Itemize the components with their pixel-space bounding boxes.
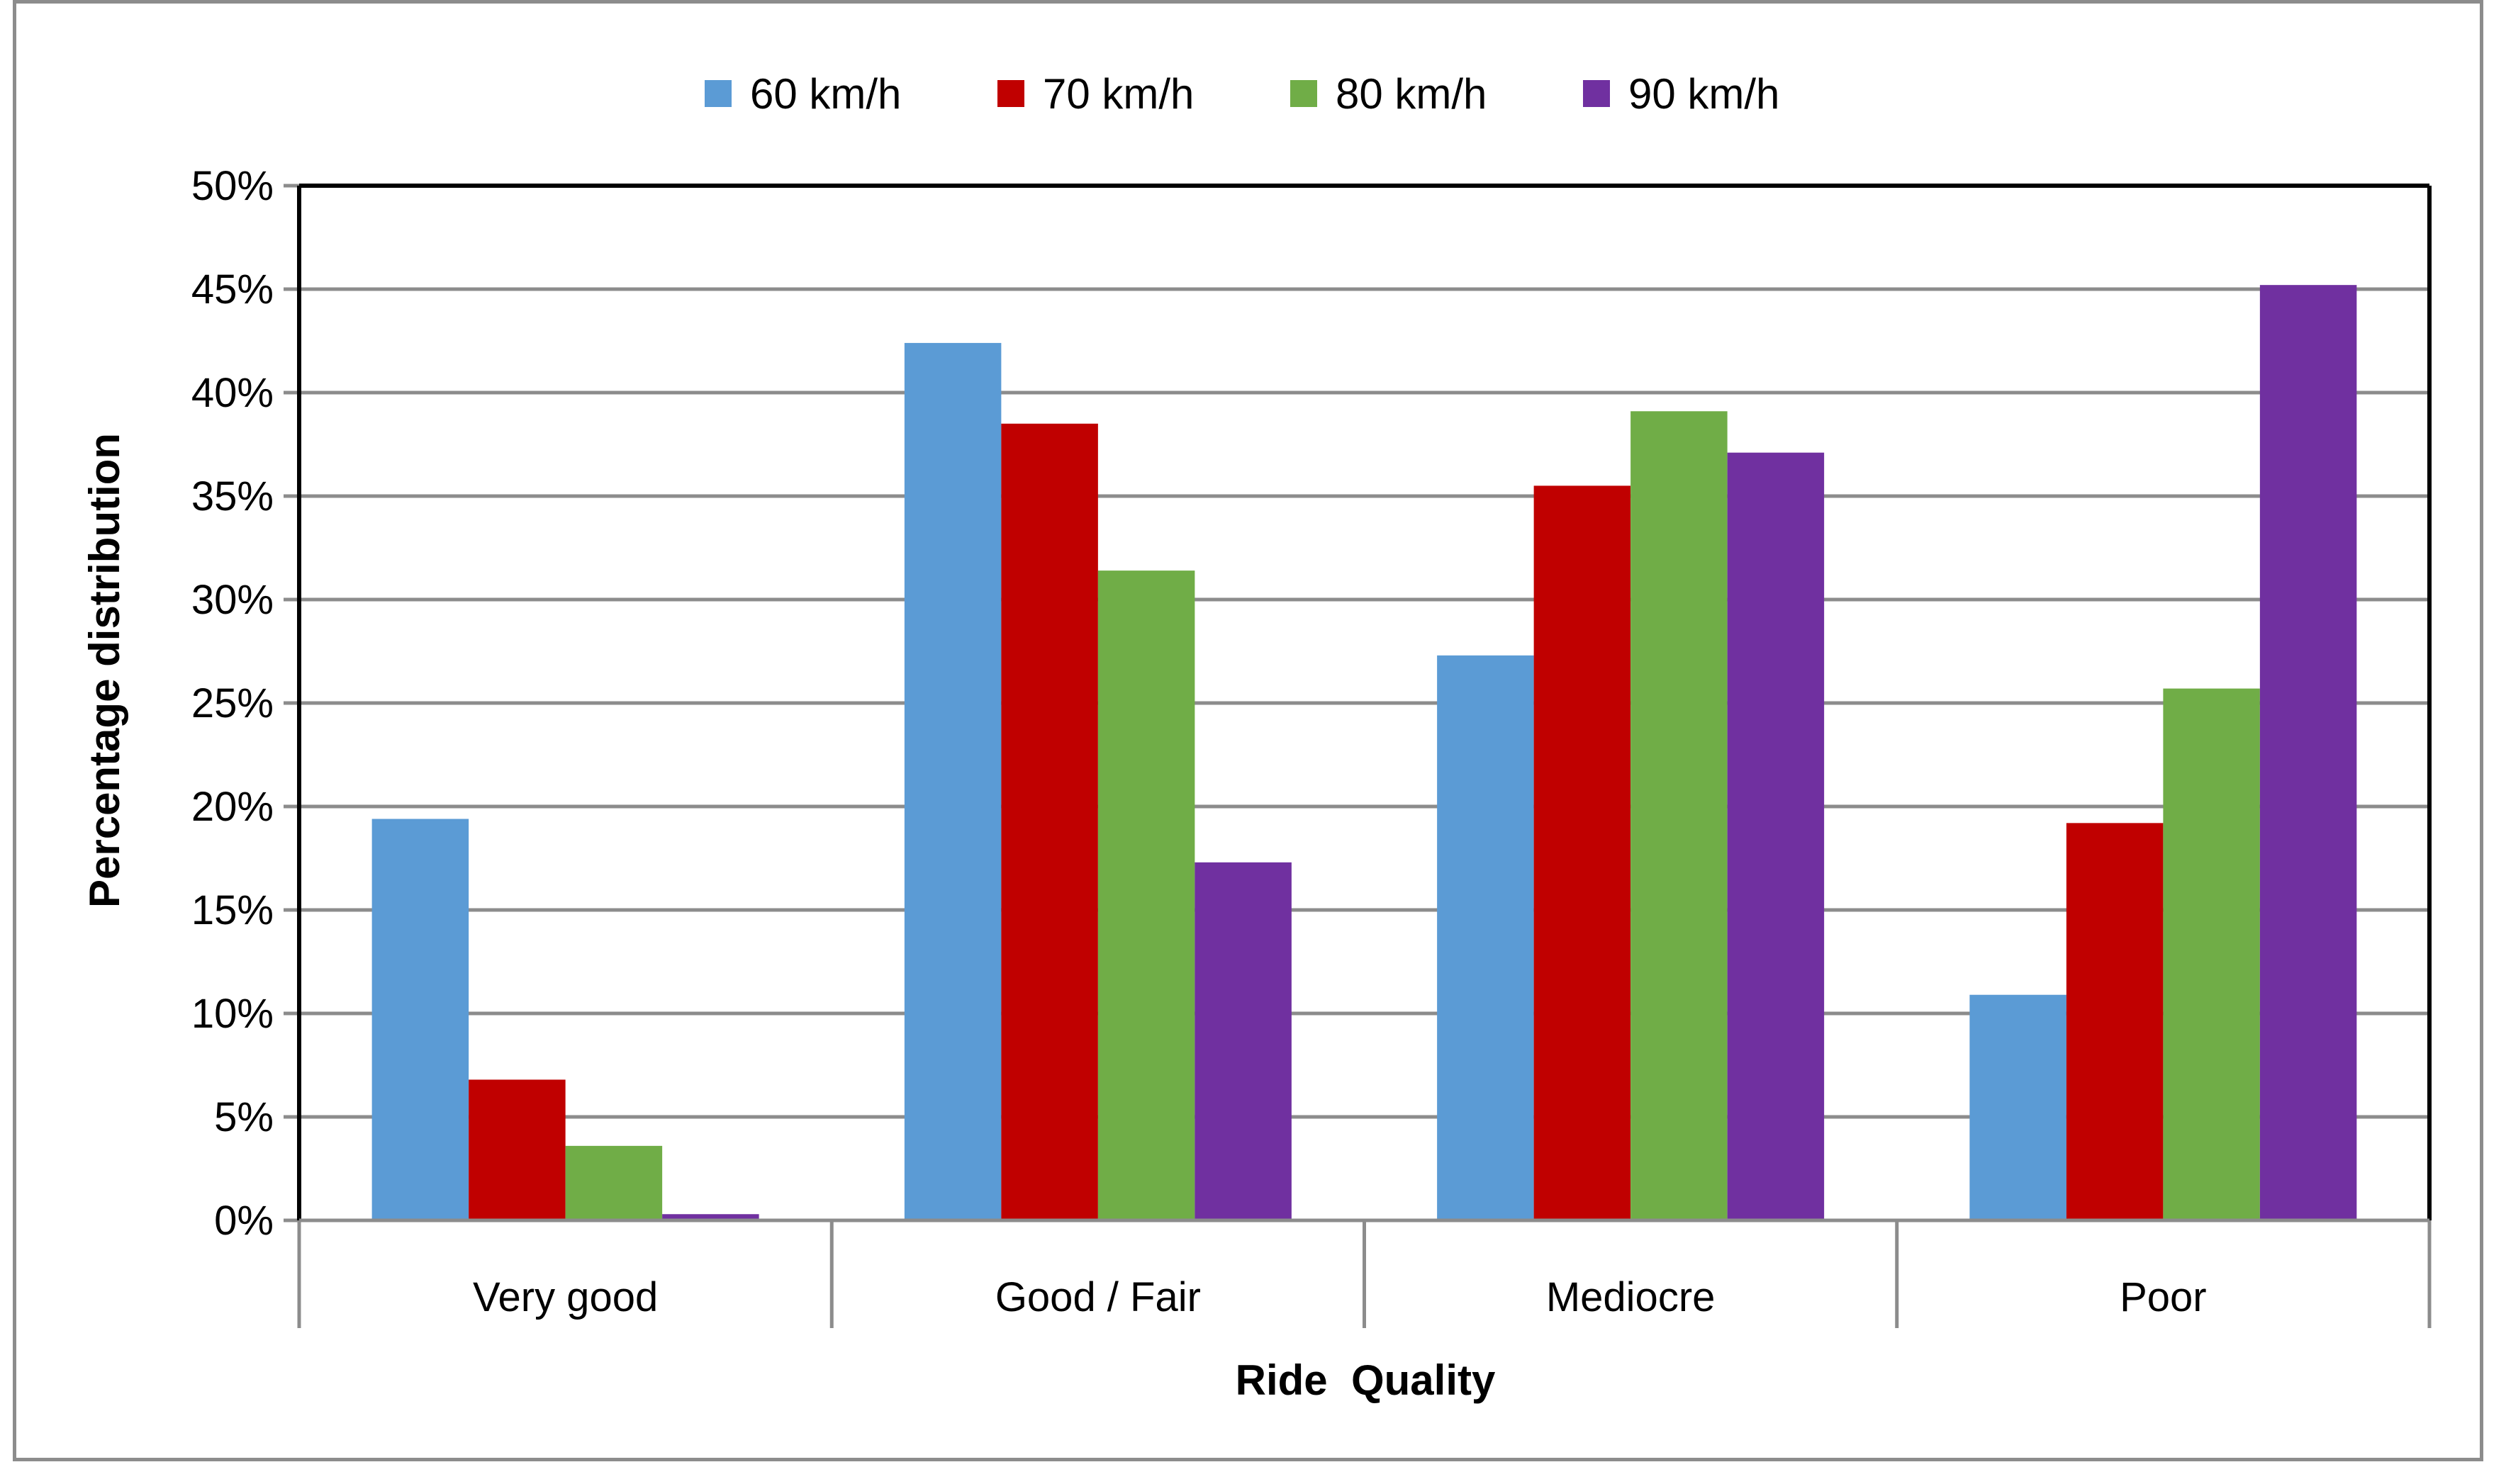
bar-70-km-h-very-good <box>469 1079 566 1220</box>
y-tick-label: 40% <box>191 370 274 416</box>
bar-80-km-h-poor <box>2163 688 2260 1220</box>
y-tick-label: 20% <box>191 784 274 830</box>
bar-80-km-h-good-fair <box>1097 570 1195 1220</box>
bar-90-km-h-good-fair <box>1195 862 1292 1220</box>
legend-label: 80 km/h <box>1336 70 1487 118</box>
axes <box>284 184 2432 1328</box>
bar-60-km-h-very-good <box>371 819 469 1220</box>
bar-80-km-h-very-good <box>565 1145 663 1220</box>
y-tick-label: 25% <box>191 680 274 726</box>
bar-80-km-h-mediocre <box>1630 411 1728 1220</box>
legend-label: 90 km/h <box>1628 70 1779 118</box>
bar-70-km-h-mediocre <box>1533 485 1631 1220</box>
legend-label: 70 km/h <box>1043 70 1194 118</box>
x-tick-label: Good / Fair <box>995 1274 1201 1320</box>
y-tick-label: 15% <box>191 887 274 933</box>
bars <box>371 285 2357 1221</box>
legend: 60 km/h 70 km/h 80 km/h 90 km/h <box>705 70 1779 118</box>
legend-swatch <box>1290 80 1317 107</box>
bar-90-km-h-poor <box>2259 285 2357 1220</box>
y-tick-label: 5% <box>214 1094 274 1140</box>
bar-70-km-h-poor <box>2066 823 2164 1220</box>
x-tick-label: Very good <box>473 1274 658 1320</box>
legend-swatch <box>1583 80 1610 107</box>
bar-60-km-h-good-fair <box>904 342 1002 1220</box>
x-axis-title: Ride Quality <box>1236 1356 1496 1404</box>
x-tick-labels: Very good Good / Fair Mediocre Poor <box>473 1274 2207 1320</box>
y-tick-label: 45% <box>191 266 274 313</box>
y-tick-label: 10% <box>191 991 274 1037</box>
x-tick-label: Poor <box>2120 1274 2207 1320</box>
bar-70-km-h-good-fair <box>1001 423 1098 1220</box>
bar-90-km-h-mediocre <box>1727 452 1825 1221</box>
legend-swatch <box>997 80 1024 107</box>
legend-label: 60 km/h <box>750 70 901 118</box>
y-axis-title: Percentage distribution <box>81 433 128 908</box>
y-tick-label: 35% <box>191 473 274 519</box>
y-tick-label: 30% <box>191 577 274 623</box>
y-tick-label: 50% <box>191 163 274 209</box>
bar-60-km-h-poor <box>1969 994 2066 1220</box>
legend-swatch <box>705 80 732 107</box>
bar-60-km-h-mediocre <box>1437 655 1534 1220</box>
y-tick-label: 0% <box>214 1198 274 1244</box>
y-tick-labels: 0% 5% 10% 15% 20% 25% 30% 35% 40% 45% 50% <box>191 163 274 1244</box>
x-tick-label: Mediocre <box>1546 1274 1716 1320</box>
bar-90-km-h-very-good <box>662 1214 759 1220</box>
